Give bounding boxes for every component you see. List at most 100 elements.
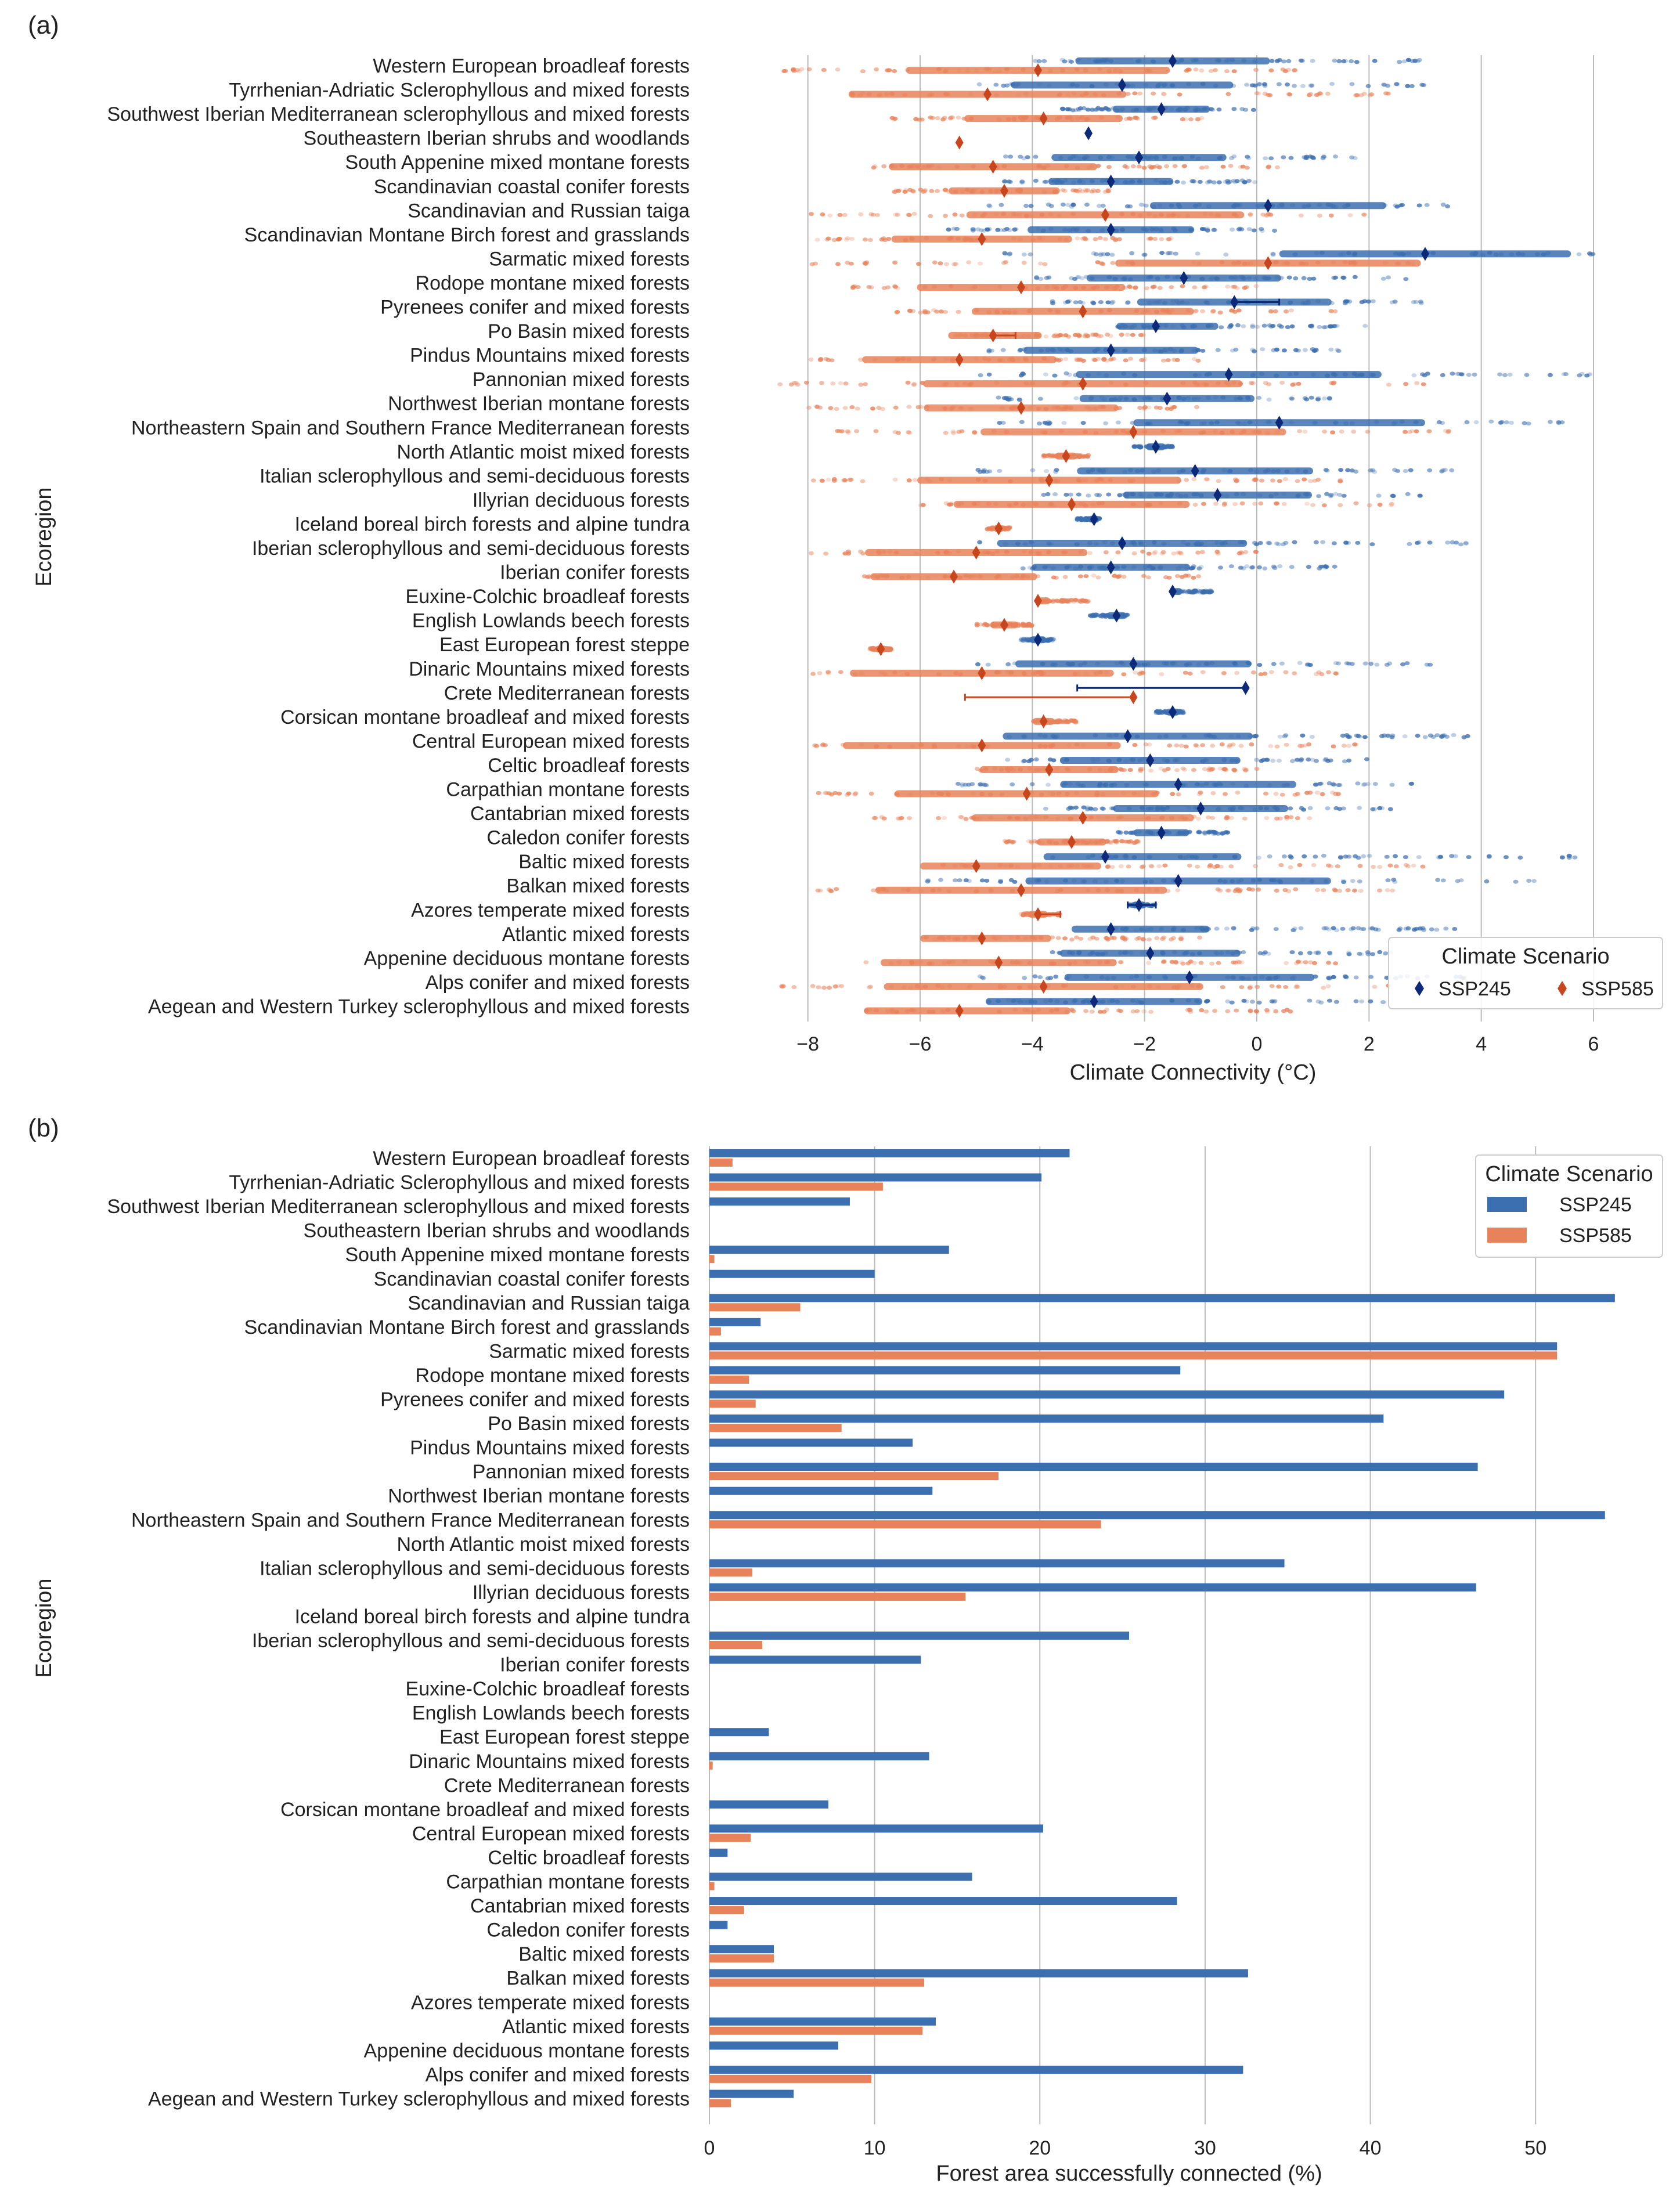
panel-a-ssp585-point [1195,864,1200,869]
panel-a-ssp585-point [982,356,988,361]
panel-a-ssp585-point [1240,164,1246,169]
panel-a-ssp585-point [1170,792,1176,796]
panel-a-ssp245-point [1130,84,1135,88]
panel-a-ssp585-point [1159,212,1165,217]
panel-a-ssp245-point [1101,566,1107,571]
panel-a-ssp245-point [1054,468,1059,472]
panel-a-ssp245-point [1073,396,1079,400]
panel-a-ssp585-point [1115,550,1121,555]
panel-a-ssp245-point [1124,612,1130,617]
panel-a-ssp585-point [906,430,911,435]
panel-a-ssp585-point [950,405,956,410]
panel-a-ssp245-point [1130,831,1135,836]
panel-a-ssp245-point [1021,734,1027,739]
panel-a-category-label: Corsican montane broadleaf and mixed for… [280,706,690,728]
panel-a-ssp245-point [1507,372,1513,377]
panel-a-ssp245-point [1213,276,1219,281]
panel-a-ssp585-point [915,164,921,168]
panel-a-ssp585-point [887,744,893,749]
panel-a-ssp585-point [1231,960,1236,965]
panel-a-ssp245-point [1208,107,1214,111]
panel-a-ssp585-mean-marker [1068,835,1076,849]
panel-a-ssp585-point [850,286,856,290]
panel-a-ssp245-point [1308,395,1314,400]
panel-a-ssp585-point [1118,864,1124,868]
panel-a-ssp245-point [1194,57,1199,62]
panel-a-ssp245-point [1185,589,1191,593]
panel-a-ssp245-point [1503,855,1509,860]
panel-a-ssp245-point [1322,564,1328,569]
panel-a-ssp245-point [1086,493,1091,498]
panel-a-category-label: Atlantic mixed forests [502,923,690,946]
panel-a-ssp245-point [1185,998,1191,1003]
panel-a-ssp245-point [1087,541,1093,546]
panel-a-ssp585-point [946,936,951,940]
panel-a-ssp585-point [817,671,823,676]
panel-a-ssp585-point [1269,984,1275,988]
panel-a-ssp585-point [1277,479,1282,483]
panel-a-ssp585-point [1117,406,1123,410]
panel-a-ssp585-point [835,984,841,988]
panel-a-ssp245-point [1200,928,1206,932]
panel-a-ssp245-point [1368,661,1374,666]
panel-a-ssp585-point [953,189,959,194]
panel-a-ssp585-point [1008,670,1014,674]
panel-a-ssp245-point [1513,879,1519,884]
panel-a-ssp245-point [1289,759,1295,763]
panel-a-ssp245-point [1050,662,1056,667]
panel-a-ssp585-point [1396,261,1401,266]
panel-a-ssp245-point [1230,879,1235,883]
panel-a-ssp585-point [1258,501,1264,506]
panel-a-ssp245-point [1259,371,1264,376]
panel-a-ssp245-point [1122,277,1127,282]
panel-a-ssp585-point [1199,550,1205,554]
panel-a-ssp245-point [1411,373,1417,378]
panel-a-ssp245-point [981,228,987,233]
panel-a-ssp585-point [1192,285,1198,290]
panel-a-ssp585-point [1206,815,1212,820]
panel-a-ssp245-point [1037,732,1043,737]
panel-a-ssp585-point [1028,815,1033,820]
panel-a-ssp245-point [1119,614,1124,618]
panel-a-ssp585-point [799,67,805,71]
panel-a-ssp245-point [1579,371,1585,376]
panel-a-ssp245-point [1404,661,1410,666]
panel-a-ssp245-point [1050,950,1055,955]
panel-a-ssp585-point [983,767,989,771]
panel-a-ssp585-point [1234,670,1240,675]
panel-a-ssp585-point [975,477,981,482]
panel-a-ssp245-point [1333,661,1339,666]
panel-a-ssp245-point [1389,782,1395,787]
panel-a-ssp585-point [926,961,932,966]
panel-a-ssp585-point [1123,117,1129,121]
panel-a-ssp245-point [1303,492,1308,496]
panel-b-category-label: Appenine deciduous montane forests [364,2040,690,2062]
panel-b-category-label: Sarmatic mixed forests [489,1340,690,1362]
panel-a-ssp245-point [1458,542,1464,547]
panel-a-ssp585-point [843,237,849,242]
panel-a-ssp585-point [1353,742,1359,747]
panel-a-ssp585-point [1016,816,1022,821]
panel-a-ssp585-point [1345,888,1351,893]
panel-a-ssp245-point [1561,372,1567,377]
panel-a-ssp585-point [1194,744,1200,749]
panel-a-ssp585-point [1224,69,1230,74]
panel-a-ssp245-point [1196,829,1202,834]
panel-a-ssp245-point [1148,806,1153,810]
panel-a-ssp585-point [1302,743,1308,748]
panel-a-ssp245-point [1220,831,1225,835]
panel-a-ssp245-point [1051,734,1057,738]
panel-a-ssp585-point [841,478,847,482]
panel-b-ssp585-bar [709,2074,871,2083]
panel-a-ssp245-point [1155,806,1160,810]
panel-a-ssp245-point [998,879,1004,884]
panel-a-ssp245-point [1522,421,1527,425]
panel-a-ssp585-point [931,356,936,361]
panel-a-ssp585-point [948,284,954,288]
panel-a-ssp585-point [1220,164,1226,169]
panel-a-ssp585-point [879,815,885,820]
panel-a-ssp585-point [808,357,814,362]
panel-a-ssp245-point [1455,879,1461,883]
panel-a-ssp245-point [1060,106,1066,111]
panel-a-ssp245-point [1234,179,1240,183]
